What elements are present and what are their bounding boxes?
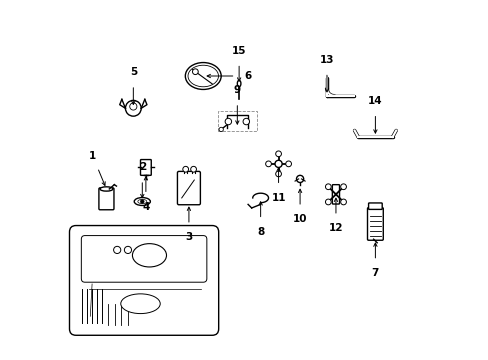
- Circle shape: [275, 171, 281, 177]
- Text: 6: 6: [244, 71, 251, 81]
- Text: 4: 4: [142, 202, 149, 212]
- FancyBboxPatch shape: [99, 188, 114, 210]
- Text: 8: 8: [257, 227, 264, 237]
- Ellipse shape: [187, 65, 218, 87]
- Circle shape: [219, 127, 223, 132]
- Circle shape: [124, 246, 131, 253]
- Text: 15: 15: [231, 46, 246, 56]
- Text: 12: 12: [328, 224, 343, 233]
- Circle shape: [265, 161, 271, 167]
- FancyBboxPatch shape: [177, 171, 200, 205]
- Text: 3: 3: [185, 232, 192, 242]
- Text: 10: 10: [292, 215, 306, 224]
- Circle shape: [129, 103, 137, 110]
- Circle shape: [285, 161, 291, 167]
- Circle shape: [296, 175, 303, 183]
- Text: 2: 2: [139, 162, 145, 172]
- Circle shape: [275, 151, 281, 157]
- Text: 14: 14: [367, 96, 382, 106]
- Ellipse shape: [134, 198, 150, 206]
- FancyBboxPatch shape: [368, 203, 382, 210]
- Circle shape: [224, 118, 231, 125]
- Circle shape: [140, 200, 144, 203]
- Circle shape: [325, 184, 330, 190]
- Circle shape: [113, 246, 121, 253]
- Circle shape: [190, 166, 196, 172]
- Circle shape: [243, 118, 249, 125]
- Text: 13: 13: [319, 55, 333, 65]
- Ellipse shape: [237, 80, 241, 87]
- Text: 1: 1: [89, 151, 96, 161]
- Text: 11: 11: [271, 193, 285, 203]
- FancyBboxPatch shape: [69, 226, 218, 335]
- Circle shape: [183, 166, 188, 172]
- Ellipse shape: [100, 187, 113, 191]
- Ellipse shape: [132, 244, 166, 267]
- Ellipse shape: [138, 199, 146, 204]
- Circle shape: [340, 199, 346, 205]
- FancyBboxPatch shape: [332, 185, 339, 204]
- Circle shape: [340, 184, 346, 190]
- Circle shape: [325, 199, 330, 205]
- Circle shape: [192, 69, 198, 75]
- Circle shape: [125, 100, 141, 116]
- Ellipse shape: [121, 294, 160, 314]
- Text: 5: 5: [129, 67, 137, 77]
- Text: 7: 7: [371, 268, 378, 278]
- FancyBboxPatch shape: [140, 159, 151, 175]
- FancyBboxPatch shape: [217, 111, 257, 131]
- FancyBboxPatch shape: [81, 235, 206, 282]
- Text: 9: 9: [233, 85, 241, 95]
- FancyBboxPatch shape: [367, 208, 383, 240]
- Circle shape: [274, 160, 282, 167]
- Ellipse shape: [185, 63, 221, 89]
